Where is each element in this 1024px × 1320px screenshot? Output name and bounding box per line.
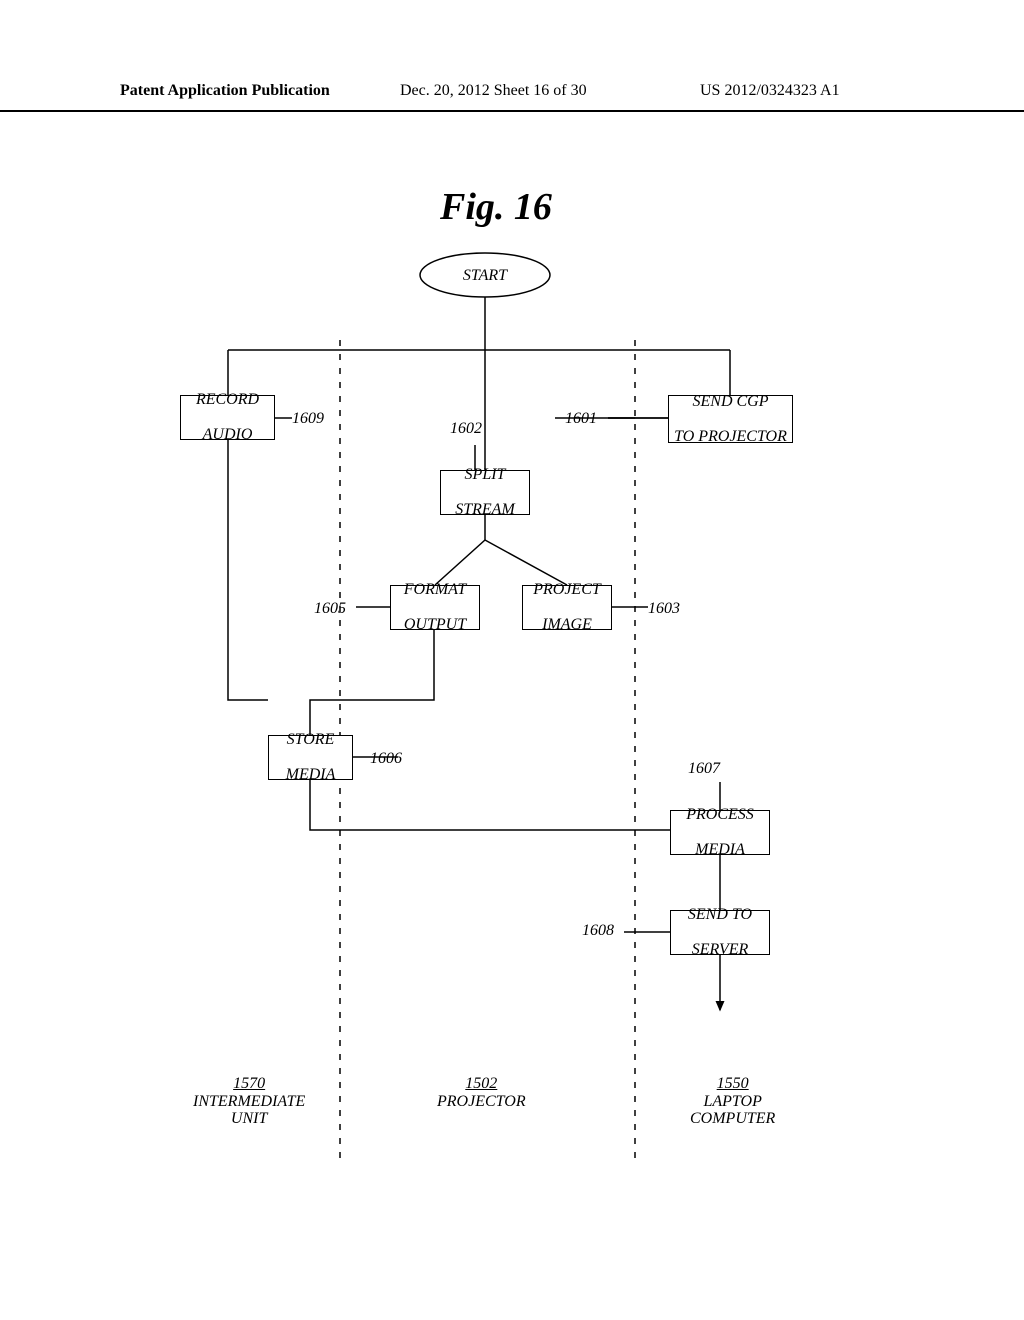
figure-label: Fig. 16 [440, 185, 552, 229]
node-record-audio: RECORDAUDIO [180, 395, 275, 440]
svg-text:START: START [463, 267, 508, 284]
header-right-text: US 2012/0324323 A1 [700, 82, 840, 100]
swimlane-1-label: 1570INTERMEDIATEUNIT [193, 1075, 305, 1128]
swimlane-2-label: 1502PROJECTOR [437, 1075, 526, 1110]
ref-1603: 1603 [648, 600, 680, 618]
header-left-text: Patent Application Publication [120, 82, 330, 100]
node-send-cgp: SEND CGPTO PROJECTOR [668, 395, 793, 443]
page: Patent Application Publication Dec. 20, … [0, 0, 1024, 1320]
page-header: Patent Application Publication Dec. 20, … [0, 80, 1024, 112]
ref-1609: 1609 [292, 410, 324, 428]
ref-1608: 1608 [582, 922, 614, 940]
node-format-output: FORMATOUTPUT [390, 585, 480, 630]
header-mid-text: Dec. 20, 2012 Sheet 16 of 30 [400, 82, 587, 100]
node-send-to-server: SEND TOSERVER [670, 910, 770, 955]
node-project-image: PROJECTIMAGE [522, 585, 612, 630]
node-store-media: STOREMEDIA [268, 735, 353, 780]
ref-1606: 1606 [370, 750, 402, 768]
ref-1601: 1601 [565, 410, 597, 428]
node-split-stream: SPLITSTREAM [440, 470, 530, 515]
ref-1605: 1605 [314, 600, 346, 618]
swimlane-3-label: 1550LAPTOPCOMPUTER [690, 1075, 775, 1128]
ref-1607: 1607 [688, 760, 720, 778]
ref-1602: 1602 [450, 420, 482, 438]
node-process-media: PROCESSMEDIA [670, 810, 770, 855]
